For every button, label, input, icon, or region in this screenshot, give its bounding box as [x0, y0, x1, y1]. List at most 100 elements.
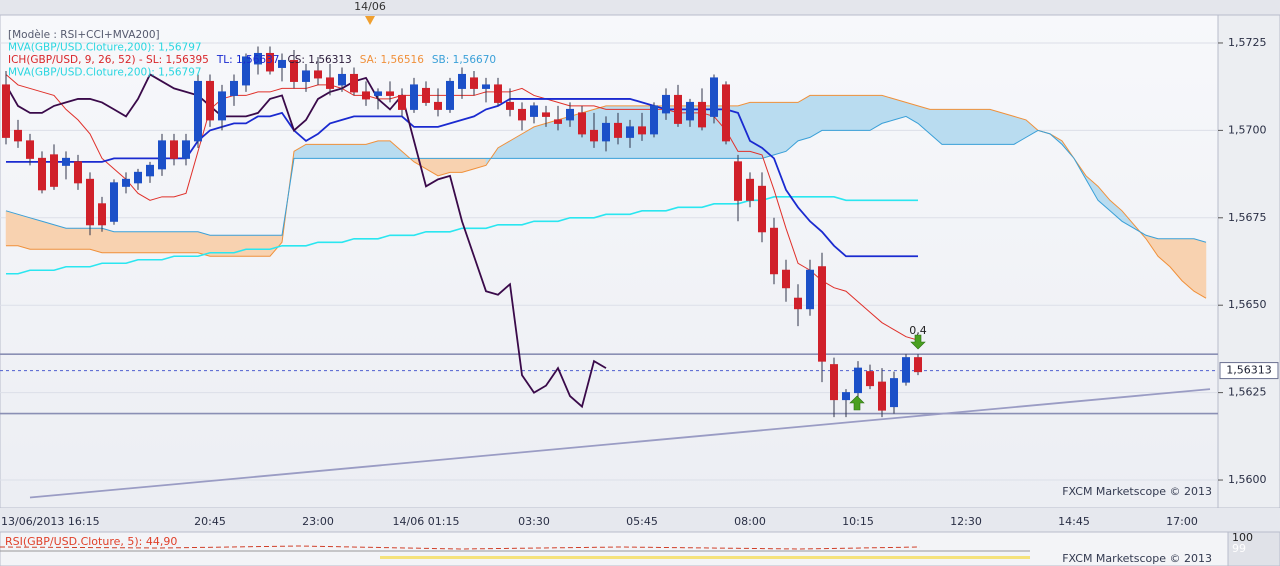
candle-body [2, 84, 10, 138]
candle-body [662, 94, 670, 114]
cloud-fill [353, 144, 367, 159]
candle-body [314, 70, 322, 79]
cloud-fill [377, 140, 391, 159]
cloud-fill [161, 231, 175, 254]
candle-body [158, 140, 166, 170]
candle-body [182, 140, 190, 159]
line-chikou [5, 73, 607, 409]
y-tick-label: 1,5600 [1228, 473, 1267, 486]
candle-body [614, 122, 622, 138]
cloud-fill [53, 224, 67, 250]
candle-body [734, 161, 742, 201]
rsi-tick: 100 [1232, 531, 1253, 544]
legend-entry: SB: 1,56670 [432, 54, 496, 66]
candle-body [830, 364, 838, 401]
candle-body [86, 178, 94, 226]
candle-body [590, 129, 598, 142]
cloud-fill [821, 95, 835, 131]
candle-body [758, 185, 766, 233]
cloud-fill [965, 109, 979, 145]
y-tick-label: 1,5650 [1228, 298, 1267, 311]
x-tick-label: 08:00 [734, 515, 766, 528]
legend-line: MVA(GBP/USD.Cloture,200): 1,56797 [8, 42, 202, 54]
candle-body [470, 77, 478, 89]
x-tick-label: 14:45 [1058, 515, 1090, 528]
candle-body [914, 357, 922, 373]
candle-body [602, 122, 610, 142]
candle-body [134, 171, 142, 184]
candle-body [38, 157, 46, 191]
candle-body [206, 80, 214, 121]
candle-body [506, 101, 514, 110]
candle-body [194, 80, 202, 142]
top-marker-arrow [365, 16, 375, 25]
candle-body [98, 203, 106, 226]
y-tick-label: 1,5675 [1228, 211, 1267, 224]
candle-body [794, 297, 802, 310]
candle-body [578, 112, 586, 135]
cloud-fill [797, 94, 811, 142]
watermark: FXCM Marketscope © 2013 [1062, 485, 1212, 498]
cloud-fill [833, 95, 847, 131]
legend-entry: MVA(GBP/USD.Cloture,200): 1,56797 [8, 42, 202, 54]
current-price-label: 1,56313 [1226, 364, 1272, 377]
candle-body [722, 84, 730, 142]
top-marker: 14/06 [354, 0, 386, 13]
cloud-fill [317, 144, 331, 159]
cloud-fill [1001, 112, 1015, 145]
candle-body [302, 70, 310, 82]
cloud-fill [137, 231, 151, 254]
candle-body [878, 381, 886, 411]
cloud-fill [341, 144, 355, 159]
candle-body [326, 77, 334, 89]
candle-body [902, 357, 910, 383]
candle-body [530, 105, 538, 117]
cloud-fill [773, 102, 787, 156]
x-axis-panel [0, 508, 1280, 532]
y-tick-label: 1,5700 [1228, 123, 1267, 136]
candle-body [542, 112, 550, 117]
legend-entry: TL: 1,56637 [216, 54, 280, 66]
cloud-fill [173, 231, 187, 254]
rsi-trace [0, 545, 921, 550]
cloud-fill [41, 220, 55, 250]
candle-body [638, 126, 646, 135]
legend-entry: ICH(GBP/USD, 9, 26, 52) - SL: 1,56395 [8, 54, 209, 66]
buy-arrow [849, 395, 865, 411]
x-tick-label: 14/06 01:15 [393, 515, 460, 528]
candle-body [650, 105, 658, 135]
cloud-fill [953, 109, 967, 145]
candle-body [170, 140, 178, 159]
candle-body [482, 84, 490, 89]
candle-body [26, 140, 34, 159]
legend-line: MVA(GBP/USD.Cloture,200): 1,56797 [8, 67, 202, 79]
candle-body [818, 266, 826, 362]
candle-body [866, 371, 874, 387]
candle-body [278, 59, 286, 68]
legend-entry: CS: 1,56313 [287, 54, 351, 66]
candle-body [890, 378, 898, 408]
cloud-fill [89, 228, 103, 254]
candle-body [518, 108, 526, 121]
candle-body [566, 108, 574, 121]
legend-entry: SA: 1,56516 [360, 54, 424, 66]
candle-body [122, 178, 130, 187]
candle-body [218, 91, 226, 121]
candle-body [290, 59, 298, 82]
legend-line: [Modèle : RSI+CCI+MVA200] [8, 29, 160, 41]
candle-body [386, 91, 394, 96]
candle-body [374, 91, 382, 96]
y-tick-label: 1,5725 [1228, 36, 1267, 49]
candle-body [686, 101, 694, 121]
candle-body [746, 178, 754, 201]
cloud-fill [545, 119, 559, 159]
candle-body [14, 129, 22, 142]
candle-body [554, 119, 562, 124]
plot-layer [0, 42, 1223, 499]
candle-body [242, 56, 250, 86]
cloud-fill [257, 235, 271, 257]
cloud-fill [65, 228, 79, 250]
cloud-fill [881, 95, 895, 124]
legend-entry: MVA(GBP/USD.Cloture,200): 1,56797 [8, 67, 202, 79]
candle-body [62, 157, 70, 166]
